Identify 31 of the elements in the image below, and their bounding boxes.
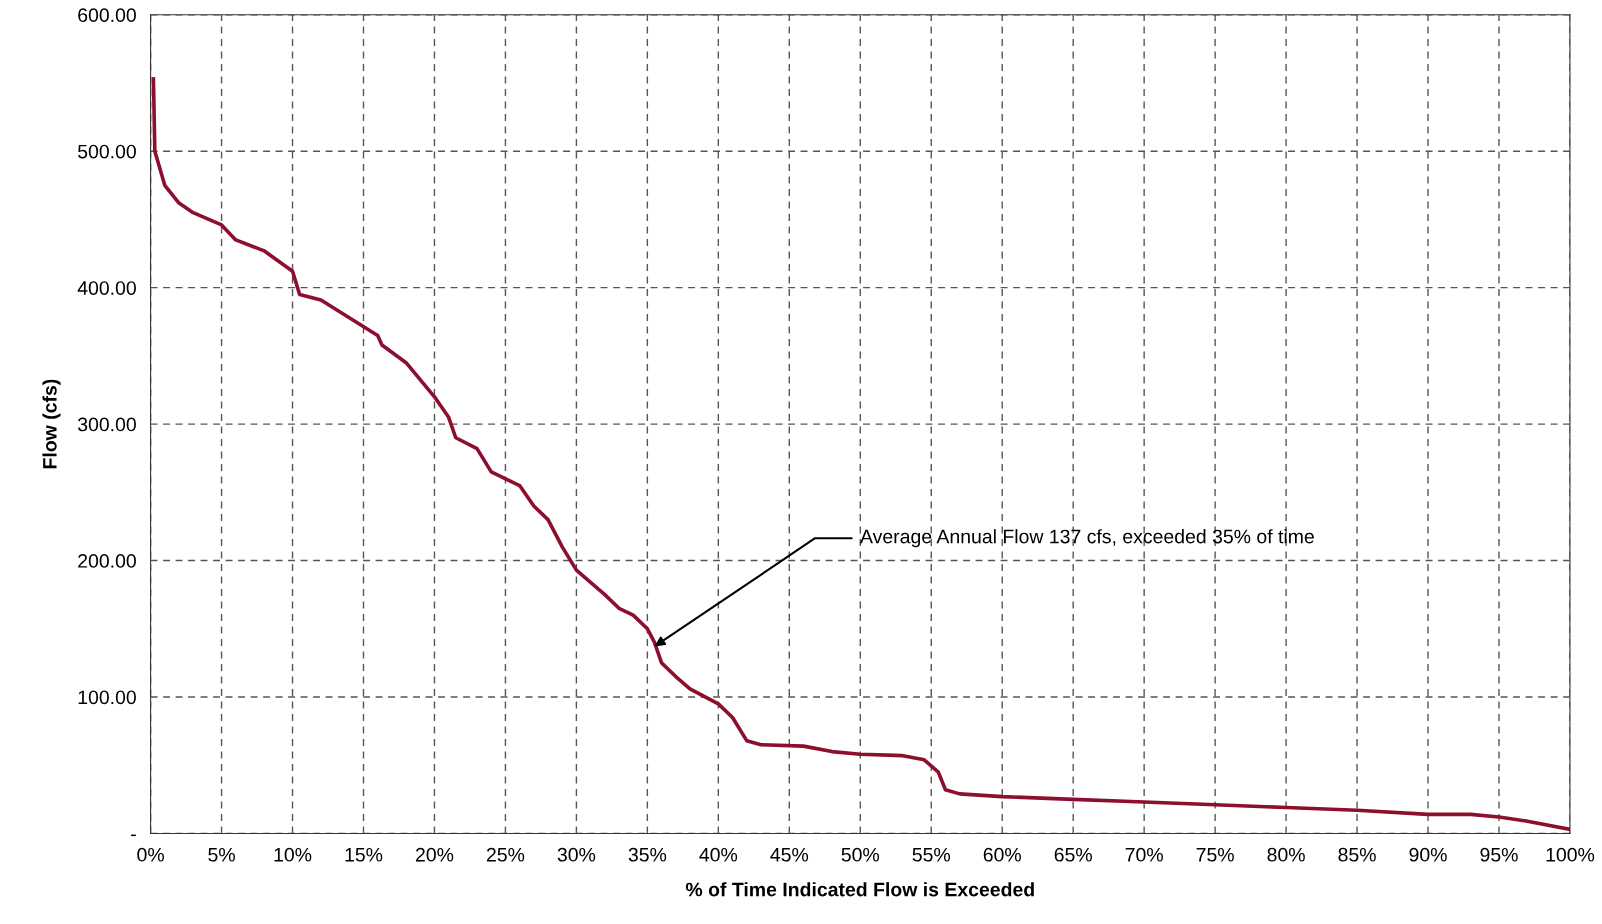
- x-tick-label: 5%: [208, 847, 235, 862]
- x-tick-label: 80%: [1267, 847, 1305, 862]
- x-tick-label: 100%: [1546, 847, 1595, 862]
- x-tick-label: 60%: [983, 847, 1021, 862]
- y-tick-label: 400.00: [77, 281, 136, 295]
- x-tick-label: 40%: [699, 847, 738, 862]
- x-tick-label: 65%: [1054, 847, 1092, 862]
- x-tick-label: 15%: [345, 847, 383, 862]
- x-tick-label: 50%: [841, 847, 880, 862]
- x-tick-label: 85%: [1338, 847, 1376, 862]
- x-tick-label: 75%: [1196, 847, 1234, 862]
- y-tick-label: 500.00: [78, 144, 136, 159]
- y-tick-label: 200.00: [78, 554, 136, 568]
- y-tick-label: 100.00: [78, 690, 136, 705]
- x-tick-label: 90%: [1409, 847, 1447, 862]
- x-tick-label: 30%: [557, 847, 596, 862]
- x-tick-label: 55%: [912, 847, 951, 862]
- x-axis-title: % of Time Indicated Flow is Exceeded: [685, 882, 1034, 897]
- x-tick-label: 20%: [415, 847, 454, 862]
- x-tick-label: 35%: [628, 847, 667, 862]
- y-tick-label: 300.00: [77, 417, 136, 432]
- y-axis-title: Flow (cfs): [42, 379, 61, 469]
- y-tick-label: -: [131, 834, 136, 837]
- x-tick-label: 25%: [486, 847, 525, 862]
- annotation: Average Annual Flow 137 cfs, exceeded 35% of time: [860, 529, 1314, 548]
- x-tick-label: 70%: [1125, 847, 1163, 862]
- x-tick-label: 10%: [274, 847, 312, 862]
- x-tick-label: 95%: [1480, 847, 1518, 862]
- x-tick-label: 45%: [770, 847, 809, 862]
- x-tick-label: 0%: [137, 847, 164, 862]
- y-tick-label: 600.00: [78, 8, 136, 23]
